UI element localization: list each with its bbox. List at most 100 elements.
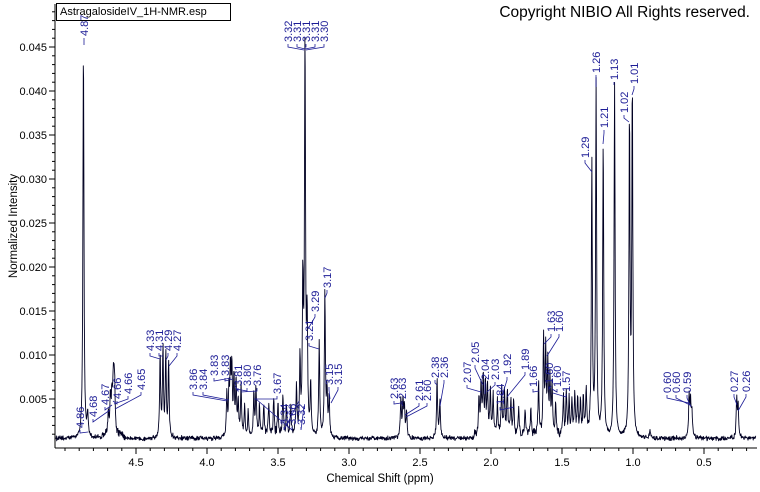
y-tick-label: 0.035 (19, 130, 47, 142)
peak-leader-line (296, 44, 306, 50)
x-tick-label: 4.5 (128, 457, 143, 469)
peak-label: 1.26 (591, 52, 603, 73)
peak-leader-line (202, 392, 230, 401)
y-tick-label: 0.025 (19, 218, 47, 230)
peak-leader-line (499, 406, 515, 411)
peak-label: 0.60 (662, 372, 674, 393)
peak-label: 2.36 (439, 357, 451, 378)
x-axis-title: Chemical Shift (ppm) (326, 473, 434, 485)
peak-label: 2.61 (414, 380, 426, 401)
peak-leader-line (666, 395, 690, 404)
peak-leader-line (114, 392, 142, 410)
peak-label: 3.21 (304, 320, 316, 341)
peak-label: 4.33 (145, 330, 157, 351)
spectrum-title-box: AstragalosideIV_1H-NMR.esp (56, 3, 231, 21)
peak-leader-line (434, 380, 438, 386)
peak-leader-line (240, 388, 258, 393)
peak-leader-line (602, 130, 605, 145)
peak-leader-line (631, 86, 635, 96)
peak-label: 3.86 (188, 369, 200, 390)
x-tick-label: 3.5 (270, 457, 285, 469)
y-tick-label: 0.030 (19, 174, 47, 186)
peak-leader-line (737, 394, 747, 412)
peak-label: 3.15 (324, 364, 336, 385)
y-axis-title: Normalized Intensity (8, 173, 20, 279)
peak-label: 4.67 (100, 384, 112, 405)
peak-label: 3.29 (310, 291, 322, 312)
peak-label: 1.63 (546, 311, 558, 332)
peak-label: 2.63 (389, 378, 401, 399)
peak-leader-line (686, 395, 692, 408)
peak-leader-line (393, 401, 402, 405)
peak-label: 3.83 (220, 355, 232, 376)
peak-leader-line (79, 430, 89, 434)
x-tick-label: 4.0 (199, 457, 214, 469)
spectrum-title: AstragalosideIV_1H-NMR.esp (60, 6, 207, 18)
peak-label: 0.27 (729, 371, 741, 392)
peak-leader-line (328, 387, 331, 400)
peak-label: 2.03 (490, 359, 502, 380)
peak-label: 1.84 (495, 384, 507, 405)
peak-label: 4.86 (75, 407, 87, 428)
peak-label: 3.76 (252, 365, 264, 386)
peak-leader-line (405, 403, 428, 418)
peak-label: 1.66 (528, 366, 540, 387)
peak-leader-line (112, 400, 118, 405)
peak-leader-line (506, 372, 526, 398)
peak-leader-line (401, 401, 404, 407)
peak-label: 4.68 (88, 396, 100, 417)
peak-label: 4.29 (163, 330, 175, 351)
peak-label: 1.01 (629, 63, 641, 84)
peak-leader-line (254, 396, 278, 400)
peak-leader-line (330, 387, 339, 404)
peak-label: 1.02 (619, 92, 631, 113)
y-tick-label: 0.020 (19, 262, 47, 274)
peak-leader-line (92, 409, 111, 423)
peak-leader-line (532, 389, 540, 393)
x-tick-label: 2.5 (412, 457, 427, 469)
x-tick-label: 1.0 (625, 457, 640, 469)
y-tick-label: 0.005 (19, 394, 47, 406)
peak-leader-line (474, 365, 484, 386)
peak-label: 3.31 (292, 21, 304, 42)
peak-label: 4.66 (112, 378, 124, 399)
peak-label: 0.60 (671, 372, 683, 393)
peak-leader-line (404, 403, 420, 416)
peak-leader-line (104, 404, 113, 411)
peak-label: 1.57 (561, 371, 573, 392)
peak-label: 3.34 (279, 404, 291, 425)
peak-leader-line (501, 377, 508, 397)
x-tick-label: 3.0 (341, 457, 356, 469)
peak-leader-line (168, 353, 178, 367)
peak-label: 4.66 (123, 373, 135, 394)
peak-leader-line (548, 385, 552, 391)
peak-label: 3.31 (301, 21, 313, 42)
x-tick-label: 1.5 (554, 457, 569, 469)
peak-label: 1.29 (580, 137, 592, 158)
peak-leader-line (287, 44, 305, 51)
peak-label: 2.63 (397, 378, 409, 399)
peak-leader-line (255, 398, 293, 431)
peak-leader-line (305, 44, 307, 48)
peak-leader-line (439, 380, 445, 407)
peak-label: 1.13 (609, 59, 621, 80)
peak-leader-line (543, 334, 552, 345)
peak-label: 3.17 (322, 267, 334, 288)
peak-label: 0.59 (682, 372, 694, 393)
peak-label: 3.15 (333, 364, 345, 385)
peak-leader-line (308, 343, 320, 350)
peak-label: 4.31 (154, 330, 166, 351)
peak-label: 4.65 (136, 369, 148, 390)
peak-label: 2.07 (462, 362, 474, 383)
peak-label: 1.60 (554, 311, 566, 332)
peak-leader-line (165, 353, 169, 361)
peak-leader-line (307, 314, 316, 330)
spectrum-curve (55, 37, 757, 442)
peak-label: 1.92 (502, 354, 514, 375)
peak-leader-line (283, 400, 300, 431)
peak-label: 2.05 (470, 342, 482, 363)
peak-leader-line (552, 392, 567, 398)
peak-leader-line (192, 392, 228, 402)
peak-label: 3.83 (209, 355, 221, 376)
